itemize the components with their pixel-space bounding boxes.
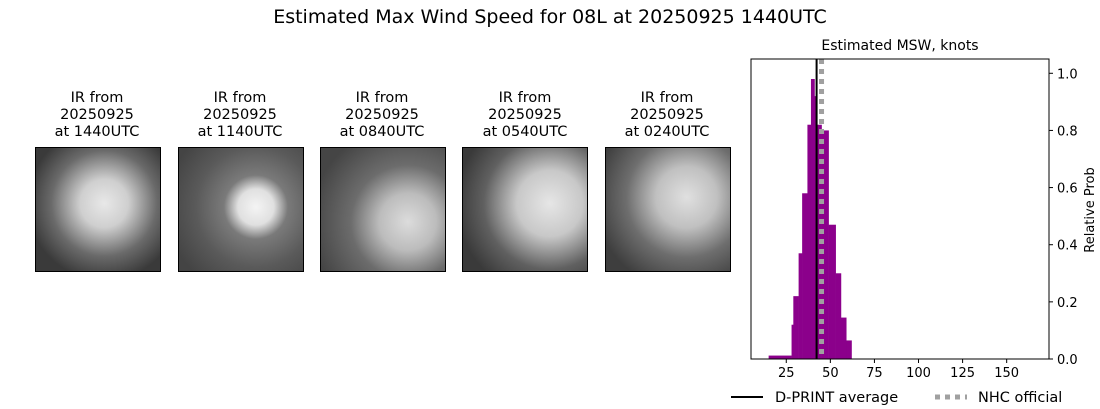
y-tick-label: 0.8: [1057, 124, 1078, 139]
panel-label-line: IR from: [640, 90, 694, 106]
panel-label-line: 20250925: [203, 107, 277, 123]
panel-label-line: IR from: [355, 90, 409, 106]
x-tick-label: 125: [950, 366, 975, 381]
ir-satellite-image: [178, 147, 304, 272]
x-tick-label: 50: [822, 366, 839, 381]
x-tick-label: 100: [906, 366, 931, 381]
histogram-bar: [840, 317, 847, 359]
ir-satellite-image: [462, 147, 588, 272]
y-tick-label: 1.0: [1057, 67, 1078, 82]
y-tick-label: 0.0: [1057, 353, 1078, 368]
panel-label-line: IR from: [70, 90, 124, 106]
ir-satellite-image: [320, 147, 446, 272]
panel-label: IR from 20250925 at 0540UTC: [445, 90, 605, 141]
panel-label-line: 20250925: [345, 107, 419, 123]
panel-label-line: 20250925: [630, 107, 704, 123]
histogram-bar: [846, 340, 852, 359]
panel-label-line: at 1140UTC: [197, 124, 283, 140]
x-tick-label: 25: [778, 366, 795, 381]
x-tick-label: 150: [994, 366, 1019, 381]
y-axis-label: Relative Prob: [1083, 167, 1098, 252]
y-tick-label: 0.6: [1057, 182, 1078, 197]
histogram-bar: [802, 193, 808, 359]
panel-label-line: at 0240UTC: [624, 124, 710, 140]
y-tick-label: 0.2: [1057, 296, 1078, 311]
panel-label: IR from 20250925 at 0240UTC: [587, 90, 747, 141]
histogram-bar: [768, 355, 792, 359]
histogram-bar: [835, 273, 842, 359]
ir-satellite-image: [35, 147, 161, 272]
x-tick-label: 75: [866, 366, 883, 381]
panel-label-line: at 0840UTC: [339, 124, 425, 140]
panel-label-line: at 1440UTC: [54, 124, 140, 140]
panel-label-line: 20250925: [60, 107, 134, 123]
panel-label-line: 20250925: [488, 107, 562, 123]
panel-label: IR from 20250925 at 1140UTC: [160, 90, 320, 141]
panel-label-line: IR from: [498, 90, 552, 106]
histogram-bar: [798, 253, 803, 359]
panel-label: IR from 20250925 at 0840UTC: [302, 90, 462, 141]
histogram-bar: [821, 130, 829, 359]
panel-label: IR from 20250925 at 1440UTC: [17, 90, 177, 141]
histogram-bar: [810, 79, 815, 359]
panel-label-line: at 0540UTC: [482, 124, 568, 140]
histogram-bar: [814, 96, 817, 360]
panel-label-line: IR from: [213, 90, 267, 106]
histogram-bar: [793, 296, 799, 359]
histogram-bar: [807, 124, 812, 359]
histogram-bar: [791, 324, 794, 359]
plot-frame: [750, 58, 1050, 360]
histogram-bar: [828, 224, 836, 359]
ir-satellite-image: [605, 147, 731, 272]
figure-title: Estimated Max Wind Speed for 08L at 2025…: [273, 6, 827, 28]
chart-title: Estimated MSW, knots: [821, 38, 978, 54]
y-tick-label: 0.4: [1057, 239, 1078, 254]
